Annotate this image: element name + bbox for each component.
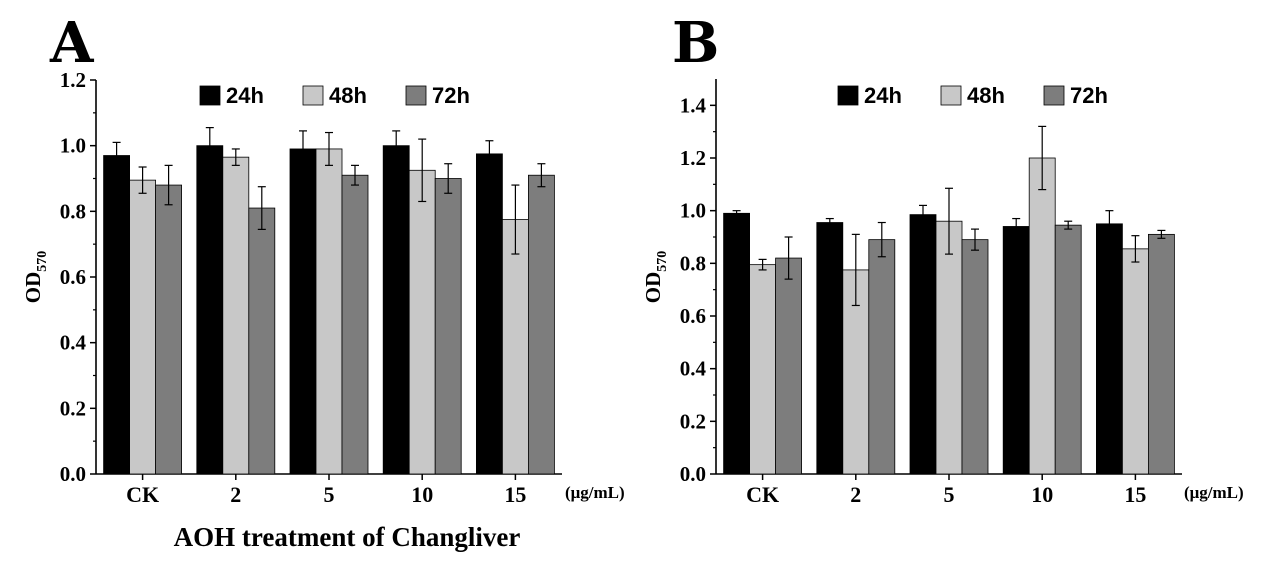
x-tick-label-b: 5: [944, 482, 955, 507]
y-tick-label-a: 0.2: [60, 396, 86, 420]
x-tick-label-b: 2: [850, 482, 861, 507]
y-axis-title-main-a: OD: [21, 272, 45, 304]
bar-b-24h-15: [1096, 223, 1123, 475]
bar-b-48h-CK: [749, 264, 776, 475]
y-tick-label-a: 0.6: [60, 265, 86, 289]
legend-swatch-a-24h: [199, 85, 221, 106]
bar-b-24h-5: [909, 214, 937, 475]
bar-b-24h-10: [1002, 226, 1030, 475]
y-tick-label-b: 0.6: [680, 304, 706, 328]
y-tick-label-a: 0.8: [60, 199, 86, 223]
bar-b-72h-CK: [775, 257, 802, 475]
bar-a-24h-CK: [103, 155, 130, 475]
bar-a-72h-10: [434, 178, 462, 475]
y-tick-label-b: 1.0: [680, 199, 706, 223]
legend-swatch-a-48h: [302, 85, 324, 106]
x-axis-title-a: AOH treatment of Changliver: [174, 522, 521, 552]
legend-b: 24h 48h 72h: [837, 83, 1108, 108]
panel-b: B 24h 48h 72h 0.0 0.2 0.4 0.6 0.8 1.0 1.2 1.4 OD57…: [641, 10, 1244, 507]
y-tick-label-b: 0.4: [680, 357, 707, 381]
bar-b-24h-2: [816, 222, 844, 475]
legend-a: 24h 48h 72h: [199, 83, 470, 108]
legend-swatch-b-48h: [940, 85, 962, 106]
y-tick-label-b: 1.2: [680, 146, 706, 170]
y-tick-label-a: 0.4: [60, 331, 87, 355]
y-axis-title-b: OD570: [641, 251, 670, 304]
bar-a-72h-CK: [155, 184, 183, 475]
y-tick-label-a: 0.0: [60, 462, 86, 486]
legend-label-a-24h: 24h: [226, 83, 264, 108]
panel-label-b: B: [672, 10, 719, 76]
bar-a-24h-2: [196, 145, 224, 475]
bar-b-48h-5: [935, 220, 963, 475]
y-axis-title-main-b: OD: [641, 272, 665, 304]
y-axis-title-sub-a: 570: [35, 251, 50, 272]
bar-a-24h-5: [289, 148, 317, 475]
bar-a-48h-5: [315, 148, 343, 475]
y-tick-label-b: 0.8: [680, 251, 706, 275]
legend-swatch-a-72h: [405, 85, 427, 106]
bar-a-48h-15: [501, 219, 529, 475]
bar-a-72h-15: [528, 174, 555, 475]
legend-label-a-72h: 72h: [432, 83, 470, 108]
bar-a-48h-10: [408, 169, 436, 475]
plot-area-a: 0.0 0.2 0.4 0.6 0.8 1.0 1.2 OD570 CK 2 5 10 15 (μg/mL…: [21, 68, 625, 507]
unit-label-b: (μg/mL): [1184, 483, 1244, 502]
legend-label-a-48h: 48h: [329, 83, 367, 108]
bar-b-72h-15: [1148, 233, 1175, 475]
x-tick-label-a: 15: [504, 482, 526, 507]
panel-label-a: A: [49, 10, 95, 76]
x-tick-label-a: 5: [324, 482, 335, 507]
x-tick-label-a: 2: [230, 482, 241, 507]
bar-a-72h-2: [248, 207, 276, 475]
legend-label-b-24h: 24h: [864, 83, 902, 108]
legend-swatch-b-24h: [837, 85, 859, 106]
x-tick-label-b: CK: [746, 482, 779, 507]
legend-label-b-72h: 72h: [1070, 83, 1108, 108]
x-tick-label-a: CK: [126, 482, 159, 507]
y-tick-label-b: 1.4: [680, 93, 707, 117]
bar-b-24h-CK: [723, 212, 750, 475]
y-tick-label-a: 1.2: [60, 68, 86, 92]
legend-swatch-b-72h: [1043, 85, 1065, 106]
bar-b-48h-10: [1028, 157, 1056, 475]
bar-b-48h-15: [1122, 248, 1149, 475]
bar-a-24h-15: [475, 153, 503, 475]
bar-a-72h-5: [341, 174, 369, 475]
x-tick-label-a: 10: [411, 482, 433, 507]
bar-b-72h-5: [961, 239, 989, 475]
y-tick-label-b: 0.2: [680, 409, 706, 433]
x-tick-label-b: 15: [1124, 482, 1146, 507]
plot-area-b: 0.0 0.2 0.4 0.6 0.8 1.0 1.2 1.4 OD570 CK 2 5 10 15 (μg…: [641, 79, 1244, 507]
bar-b-72h-10: [1054, 224, 1082, 475]
y-axis-title-sub-b: 570: [655, 251, 670, 272]
x-tick-label-b: 10: [1031, 482, 1053, 507]
bar-b-72h-2: [868, 239, 896, 475]
panel-a: A 24h 48h 72h 0.0 0.2 0.4 0.6 0.8 1.0 1.2 OD570 CK…: [21, 10, 625, 552]
bar-a-24h-10: [382, 145, 410, 475]
unit-label-a: (μg/mL): [565, 483, 625, 502]
legend-label-b-48h: 48h: [967, 83, 1005, 108]
bar-a-48h-CK: [129, 179, 157, 475]
y-axis-title-a: OD570: [21, 251, 50, 304]
y-tick-label-a: 1.0: [60, 134, 86, 158]
y-tick-label-b: 0.0: [680, 462, 706, 486]
bar-a-48h-2: [222, 156, 250, 475]
